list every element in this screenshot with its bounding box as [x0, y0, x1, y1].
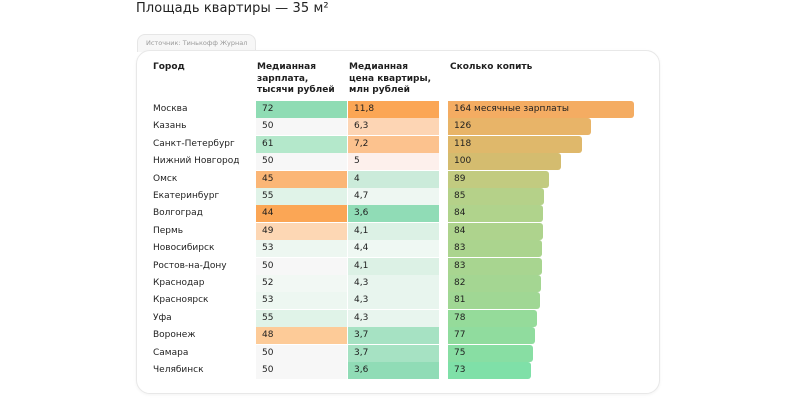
- savings-bar: 126: [448, 118, 591, 136]
- salary-cell: 48: [256, 327, 347, 345]
- salary-cell: 50: [256, 257, 347, 275]
- price-cell: 3,7: [348, 327, 439, 345]
- price-cell: 4,1: [348, 257, 439, 275]
- price-cell: 3,7: [348, 344, 439, 362]
- price-cell: 7,2: [348, 135, 439, 153]
- header-city: Город: [153, 62, 185, 72]
- salary-cell: 61: [256, 135, 347, 153]
- city-label: Челябинск: [153, 365, 204, 375]
- savings-bar: 84: [448, 205, 544, 223]
- city-label: Нижний Новгород: [153, 156, 240, 167]
- price-cell: 6,3: [348, 118, 439, 136]
- salary-cell: 45: [256, 170, 347, 188]
- salary-cell: 50: [256, 153, 347, 171]
- savings-bar: 85: [448, 188, 545, 205]
- savings-bar: 83: [448, 240, 543, 258]
- salary-cell: 44: [256, 205, 347, 223]
- city-label: Екатеринбург: [153, 191, 220, 201]
- city-label: Красноярск: [153, 295, 209, 306]
- price-cell: 4,3: [348, 292, 439, 310]
- price-cell: 4,3: [348, 275, 439, 292]
- salary-cell: 53: [256, 292, 347, 310]
- page-title: Площадь квартиры — 35 м²: [136, 1, 329, 16]
- savings-bar: 78: [448, 309, 537, 327]
- savings-bar: 77: [448, 327, 536, 345]
- savings-bar: 118: [448, 135, 582, 153]
- salary-cell: 55: [256, 188, 347, 205]
- city-label: Ростов-на-Дону: [153, 260, 227, 271]
- price-cell: 3,6: [348, 362, 439, 379]
- city-label: Волгоград: [153, 208, 203, 219]
- city-label: Самара: [153, 347, 189, 358]
- header-price: Медианная цена квартиры, млн рублей: [349, 62, 432, 95]
- price-cell: 3,6: [348, 205, 439, 223]
- savings-bar: 75: [448, 344, 534, 362]
- salary-cell: 72: [256, 101, 347, 118]
- price-cell: 11,8: [348, 101, 439, 118]
- city-label: Санкт-Петербург: [153, 138, 235, 149]
- salary-cell: 55: [256, 309, 347, 327]
- header-savings: Сколько копить: [450, 62, 533, 72]
- city-label: Москва: [153, 104, 188, 114]
- city-label: Пермь: [153, 225, 184, 236]
- city-label: Воронеж: [153, 330, 196, 341]
- savings-bar: 82: [448, 275, 541, 292]
- city-label: Омск: [153, 173, 178, 184]
- savings-bar: 84: [448, 222, 544, 240]
- savings-bar: 81: [448, 292, 540, 310]
- savings-bar: 164 месячные зарплаты: [448, 101, 634, 118]
- city-label: Казань: [153, 121, 187, 132]
- price-cell: 4,3: [348, 309, 439, 327]
- savings-bar: 73: [448, 362, 531, 379]
- salary-cell: 50: [256, 344, 347, 362]
- price-cell: 4,4: [348, 240, 439, 258]
- savings-bar: 100: [448, 153, 562, 171]
- salary-cell: 50: [256, 118, 347, 136]
- city-label: Уфа: [153, 312, 172, 323]
- salary-cell: 50: [256, 362, 347, 379]
- price-cell: 4: [348, 170, 439, 188]
- savings-bar: 83: [448, 257, 543, 275]
- savings-bar: 89: [448, 170, 549, 188]
- price-cell: 4,7: [348, 188, 439, 205]
- price-cell: 4,1: [348, 222, 439, 240]
- salary-cell: 49: [256, 222, 347, 240]
- salary-cell: 52: [256, 275, 347, 292]
- price-cell: 5: [348, 153, 439, 171]
- city-label: Краснодар: [153, 278, 205, 288]
- salary-cell: 53: [256, 240, 347, 258]
- header-salary: Медианная зарплата, тысячи рублей: [257, 62, 335, 95]
- city-label: Новосибирск: [153, 243, 215, 254]
- source-label: Источник: Тинькофф Журнал: [137, 34, 257, 52]
